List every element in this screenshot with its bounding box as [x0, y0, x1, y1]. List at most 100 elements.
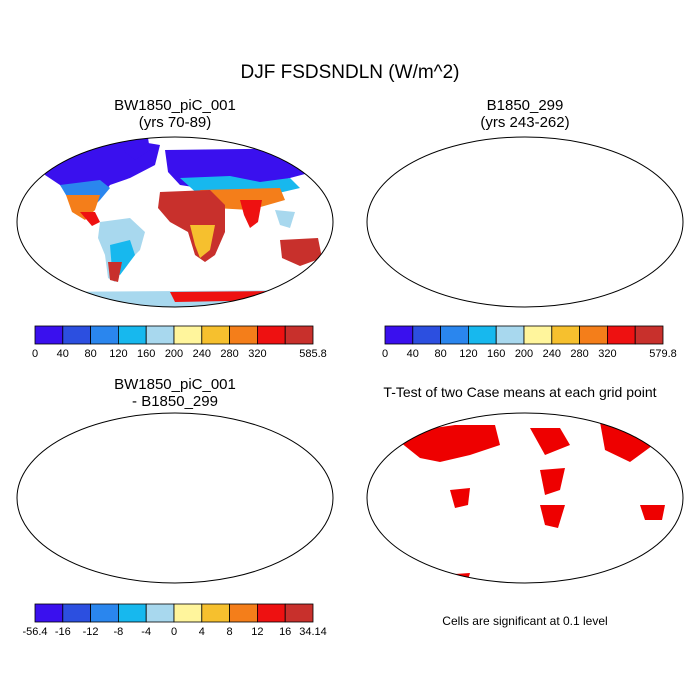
colorbar-1-tick-label: 200: [165, 348, 183, 360]
colorbar-1-tick-label: 0: [32, 348, 38, 360]
colorbar-3-swatch: [173, 603, 203, 623]
colorbar-2-swatch: [384, 325, 414, 345]
colorbar-1-swatch: [62, 325, 91, 345]
colorbar-3-tick-label: 4: [199, 626, 205, 638]
map-2-globe: [367, 137, 683, 307]
colorbar-3-tick-label: -16: [55, 626, 71, 638]
colorbar-3-swatch: [145, 603, 175, 623]
colorbar-1-swatch: [145, 325, 175, 345]
colorbar-2: 0 40 80 120 160 200 240 280 320 579.8: [382, 325, 677, 360]
colorbar-1-tick-label: 320: [248, 348, 266, 360]
colorbar-1-swatch: [90, 325, 119, 345]
colorbar-3-tick-label: -12: [83, 626, 99, 638]
colorbar-3: -56.4 -16 -12 -8 -4 0 4 8 12 16 34.14: [22, 603, 327, 638]
colorbar-2-tick-label: 80: [434, 348, 446, 360]
map-3-globe: [17, 413, 333, 583]
colorbar-1-tick-label: 80: [84, 348, 96, 360]
panel-title-2-main: B1850_299: [486, 97, 564, 114]
colorbar-1-tick-label: 120: [109, 348, 127, 360]
colorbar-3-tick-label: 16: [279, 626, 291, 638]
colorbar-2-tick-label: 160: [487, 348, 505, 360]
colorbar-1: 0 40 80 120 160 200 240 280 320 585.8: [32, 325, 327, 360]
map-1-na-south: [66, 195, 100, 220]
colorbar-1-swatch: [173, 325, 203, 345]
significance-note: Cells are significant at 0.1 level: [442, 614, 608, 628]
colorbar-3-tick-label: 34.14: [299, 626, 327, 638]
panel-title-3-sub: - B1850_299: [132, 393, 218, 410]
map-4-sig-australia: [640, 505, 665, 520]
colorbar-1-tick-label: 40: [57, 348, 69, 360]
colorbar-2-tick-label: 240: [543, 348, 561, 360]
colorbar-2-swatch: [634, 325, 664, 345]
colorbar-2-tick-label: 120: [459, 348, 477, 360]
colorbar-3-swatch: [201, 603, 231, 623]
colorbar-1-tick-label: 240: [193, 348, 211, 360]
figure-title: DJF FSDSNDLN (W/m^2): [240, 62, 460, 83]
colorbar-3-swatch: [256, 603, 286, 623]
panel-title-4-main: T-Test of two Case means at each grid po…: [383, 384, 657, 400]
colorbar-3-swatch: [284, 603, 314, 623]
panel-title-1: BW1850_piC_001 (yrs 70-89): [25, 97, 325, 131]
colorbar-1-swatch: [229, 325, 258, 345]
colorbar-2-swatch: [412, 325, 441, 345]
map-1-greenland: [120, 138, 150, 160]
colorbar-1-swatch: [34, 325, 64, 345]
colorbar-2-tick-label: 320: [598, 348, 616, 360]
colorbar-3-tick-label: -4: [141, 626, 151, 638]
colorbar-2-tick-label: 0: [382, 348, 388, 360]
colorbar-1-tick-label: 280: [220, 348, 238, 360]
colorbar-2-tick-label: 200: [515, 348, 533, 360]
map-1-australia: [280, 238, 322, 266]
map-4-sig-sahara: [540, 468, 565, 495]
colorbar-2-swatch: [606, 325, 636, 345]
colorbar-1-swatch: [284, 325, 314, 345]
map-4-outline: [366, 412, 684, 584]
colorbar-1-swatch: [201, 325, 231, 345]
map-1-se-asia: [275, 210, 295, 228]
map-1-india: [240, 200, 262, 228]
colorbar-3-swatch: [118, 603, 147, 623]
colorbar-3-swatch: [90, 603, 119, 623]
colorbar-3-swatch: [62, 603, 91, 623]
panel-title-4: T-Test of two Case means at each grid po…: [350, 384, 690, 401]
colorbar-1-tick-label: 585.8: [299, 348, 327, 360]
map-2-outline: [366, 136, 684, 308]
panel-title-3: BW1850_piC_001 - B1850_299: [25, 376, 325, 410]
map-4-sig-amazon: [450, 488, 470, 508]
colorbar-2-tick-label: 579.8: [649, 348, 677, 360]
colorbar-2-tick-label: 40: [407, 348, 419, 360]
colorbar-1-tick-label: 160: [137, 348, 155, 360]
colorbar-3-tick-label: 8: [227, 626, 233, 638]
colorbar-2-swatch: [440, 325, 469, 345]
colorbar-2-swatch: [579, 325, 608, 345]
colorbar-2-swatch: [495, 325, 525, 345]
colorbar-1-swatch: [256, 325, 286, 345]
colorbar-3-swatch: [34, 603, 64, 623]
panel-title-3-main: BW1850_piC_001: [114, 376, 236, 393]
colorbar-3-tick-label: 12: [251, 626, 263, 638]
map-1-outline: [16, 136, 334, 308]
colorbar-2-swatch: [523, 325, 553, 345]
colorbar-3-tick-label: -56.4: [22, 626, 47, 638]
map-4-sig-africa-south: [540, 505, 565, 528]
colorbar-3-tick-label: -8: [114, 626, 124, 638]
colorbar-2-tick-label: 280: [570, 348, 588, 360]
colorbar-2-swatch: [551, 325, 581, 345]
colorbar-2-swatch: [468, 325, 497, 345]
map-1-patagonia: [108, 262, 122, 282]
colorbar-1-swatch: [118, 325, 147, 345]
panel-title-2-sub: (yrs 243-262): [480, 114, 570, 131]
colorbar-3-tick-label: 0: [171, 626, 177, 638]
map-3-outline: [16, 412, 334, 584]
map-1-africa-south: [190, 225, 215, 258]
colorbar-3-swatch: [229, 603, 258, 623]
map-4-sig-europe: [530, 428, 570, 455]
panel-title-1-sub: (yrs 70-89): [138, 114, 212, 131]
panel-title-2: B1850_299 (yrs 243-262): [375, 97, 675, 131]
map-1-mexico: [80, 212, 100, 226]
panel-title-1-main: BW1850_piC_001: [114, 97, 236, 114]
